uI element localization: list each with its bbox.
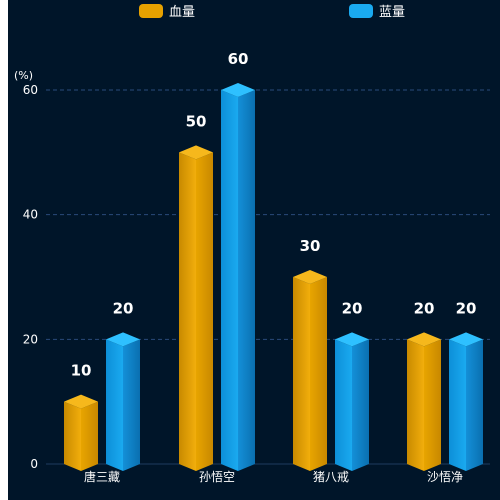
bar-top-cap bbox=[106, 332, 140, 347]
bar-value-label: 20 bbox=[414, 299, 435, 317]
bar-right-face bbox=[424, 339, 441, 471]
y-tick-label: 0 bbox=[30, 457, 38, 471]
bar-left-face bbox=[106, 339, 123, 471]
bar-top-cap bbox=[179, 145, 213, 160]
x-tick-label: 猪八戒 bbox=[313, 470, 349, 484]
x-axis-ticks: 唐三藏 孙悟空 猪八戒 沙悟净 bbox=[84, 469, 463, 484]
bar-沙悟净-蓝量[interactable]: 20 bbox=[449, 299, 483, 471]
bar-left-face bbox=[221, 90, 238, 471]
bar-left-face bbox=[293, 277, 310, 471]
y-tick-label: 20 bbox=[23, 332, 38, 346]
bar-right-face bbox=[81, 401, 98, 471]
bar-right-face bbox=[123, 339, 140, 471]
legend: 血量 蓝量 bbox=[139, 4, 405, 20]
bar-top-cap bbox=[64, 394, 98, 409]
bar-value-label: 60 bbox=[228, 50, 249, 68]
y-tick-label: 60 bbox=[23, 83, 38, 97]
bar-猪八戒-蓝量[interactable]: 20 bbox=[335, 299, 369, 471]
bar-top-cap bbox=[293, 270, 327, 284]
bar-value-label: 20 bbox=[456, 299, 477, 317]
bars: 10 20 50 60 30 20 20 20 bbox=[64, 50, 483, 472]
bar-唐三藏-血量[interactable]: 10 bbox=[64, 362, 98, 471]
x-tick-label: 沙悟净 bbox=[427, 469, 463, 484]
bar-孙悟空-蓝量[interactable]: 60 bbox=[221, 50, 255, 471]
bar-value-label: 20 bbox=[342, 299, 363, 317]
bar-孙悟空-血量[interactable]: 50 bbox=[179, 112, 213, 472]
bar-value-label: 10 bbox=[71, 362, 92, 380]
bar-right-face bbox=[466, 339, 483, 471]
bar-left-face bbox=[335, 339, 352, 471]
y-axis-ticks: 0 20 40 60 bbox=[23, 83, 38, 471]
bar-猪八戒-血量[interactable]: 30 bbox=[293, 237, 327, 471]
legend-swatch-1[interactable] bbox=[139, 4, 163, 18]
y-axis-unit: (%) bbox=[14, 69, 33, 82]
legend-label-2[interactable]: 蓝量 bbox=[379, 5, 405, 20]
bar-right-face bbox=[310, 277, 327, 471]
bar-value-label: 50 bbox=[186, 112, 207, 130]
bar-top-cap bbox=[407, 332, 441, 347]
bar-top-cap bbox=[449, 332, 483, 347]
bar-right-face bbox=[352, 339, 369, 471]
x-tick-label: 孙悟空 bbox=[199, 469, 235, 484]
bar-right-face bbox=[238, 90, 255, 471]
bar-value-label: 30 bbox=[300, 237, 321, 255]
x-tick-label: 唐三藏 bbox=[84, 469, 120, 484]
bar-left-face bbox=[449, 339, 466, 471]
bar-value-label: 20 bbox=[113, 299, 134, 317]
bar-top-cap bbox=[335, 332, 369, 347]
legend-label-1[interactable]: 血量 bbox=[169, 5, 195, 20]
bar-left-face bbox=[64, 401, 81, 471]
y-tick-label: 40 bbox=[23, 208, 38, 222]
bar-right-face bbox=[196, 152, 213, 472]
bar-left-face bbox=[407, 339, 424, 471]
bar-沙悟净-血量[interactable]: 20 bbox=[407, 299, 441, 471]
bar-唐三藏-蓝量[interactable]: 20 bbox=[106, 299, 140, 471]
bar-top-cap bbox=[221, 83, 255, 97]
legend-swatch-2[interactable] bbox=[349, 4, 373, 18]
bar-left-face bbox=[179, 152, 196, 472]
